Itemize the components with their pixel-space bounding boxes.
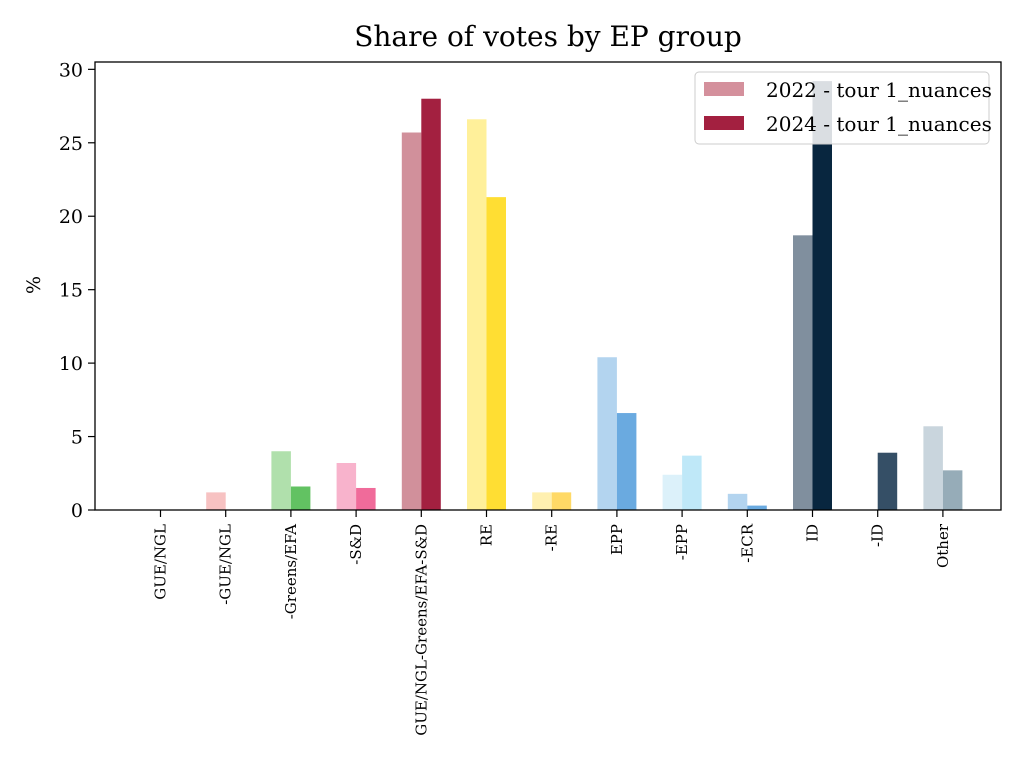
bar-2024-5 — [486, 197, 506, 510]
x-axis-ticks: GUE/NGL -GUE/NGL -Greens/EFA -S&D GUE/NGL-Gr… — [152, 510, 952, 736]
x-tick-label: -ECR — [738, 523, 756, 562]
x-tick-label: ID — [804, 524, 822, 542]
legend: 2022 - tour 1_nuances 2024 - tour 1_nuan… — [694, 71, 992, 145]
bar-2022-2 — [271, 451, 291, 510]
x-tick-label: -ID — [869, 524, 887, 547]
bar-2024-2 — [290, 486, 311, 510]
bar-2022-7 — [597, 357, 617, 510]
y-tick-label: 20 — [59, 206, 83, 228]
bar-2024-7 — [616, 413, 637, 510]
bar-2024-11 — [877, 452, 898, 510]
x-tick-label: EPP — [608, 524, 626, 555]
bar-2024-4 — [421, 98, 441, 510]
y-axis-label: % — [23, 276, 45, 294]
chart-title: Share of votes by EP group — [354, 20, 742, 53]
x-tick-label: -Greens/EFA — [282, 524, 300, 619]
bar-2022-6 — [532, 492, 552, 510]
bar-2022-5 — [467, 119, 487, 510]
bar-2022-10 — [793, 235, 813, 510]
bar-2024-8 — [682, 455, 702, 510]
bar-2024-10 — [812, 81, 832, 510]
x-tick-label: GUE/NGL — [152, 524, 170, 600]
bar-2022-9 — [727, 493, 748, 510]
y-tick-label: 30 — [59, 59, 83, 81]
x-tick-label: -GUE/NGL — [217, 524, 235, 605]
bar-2022-3 — [336, 462, 357, 510]
bar-2022-1 — [206, 492, 226, 510]
x-tick-label: Other — [934, 523, 952, 568]
bar-2024-9 — [747, 505, 767, 510]
legend-label-2024: 2024 - tour 1_nuances — [766, 112, 992, 136]
y-tick-label: 25 — [59, 133, 83, 155]
legend-box — [694, 71, 990, 145]
x-tick-label: GUE/NGL-Greens/EFA-S&D — [412, 524, 430, 736]
bar-2022-4 — [401, 132, 422, 510]
x-tick-label: -S&D — [347, 524, 365, 565]
plot-frame — [94, 61, 1002, 511]
legend-label-2022: 2022 - tour 1_nuances — [766, 78, 992, 102]
y-axis-ticks: 0 5 10 15 20 25 30 — [59, 59, 95, 522]
y-tick-label: 0 — [71, 500, 83, 522]
bars-group — [206, 81, 963, 510]
bar-2024-6 — [551, 492, 572, 510]
x-tick-label: -RE — [543, 524, 561, 551]
legend-swatch-2024 — [704, 116, 744, 130]
y-tick-label: 10 — [59, 353, 83, 375]
x-tick-label: -EPP — [673, 524, 691, 560]
bar-2024-12 — [942, 470, 963, 510]
x-tick-label: RE — [478, 524, 496, 546]
bar-2022-8 — [662, 474, 683, 510]
y-tick-label: 15 — [59, 280, 83, 302]
y-tick-label: 5 — [71, 427, 83, 449]
legend-swatch-2022 — [704, 82, 744, 96]
bar-2022-12 — [923, 426, 943, 510]
bar-2024-3 — [356, 487, 376, 510]
